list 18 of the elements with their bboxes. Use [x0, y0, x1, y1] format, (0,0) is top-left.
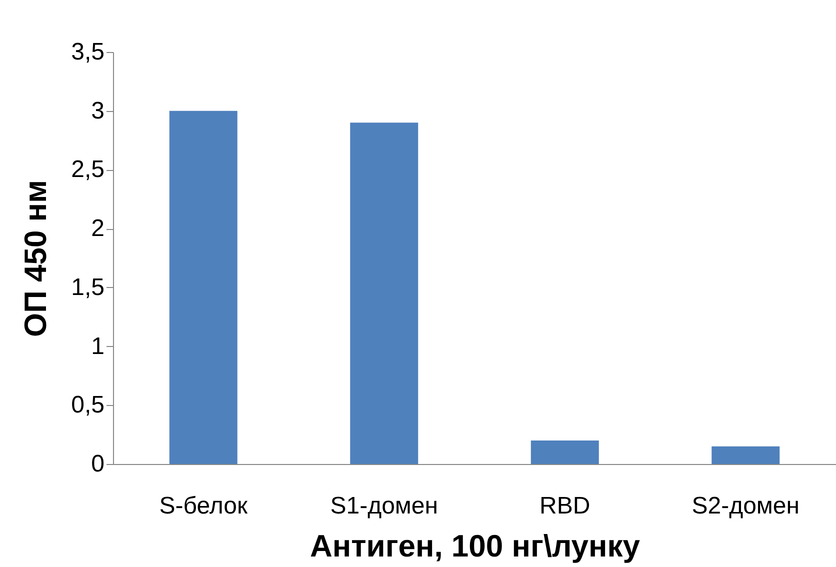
- y-axis-title: ОП 450 нм: [18, 180, 54, 337]
- bar: [712, 446, 780, 464]
- x-tick-label: S-белок: [159, 492, 248, 520]
- y-tick-label: 3: [91, 97, 104, 124]
- y-tick-label: 2: [91, 215, 104, 242]
- bar: [169, 110, 238, 464]
- x-tick-label: RBD: [540, 492, 590, 520]
- y-tick-label: 0: [91, 450, 104, 478]
- y-tick-label: 0,5: [71, 392, 104, 419]
- x-tick-label: S2-домен: [692, 492, 800, 520]
- bar: [350, 122, 418, 464]
- x-tick-label: S1-домен: [330, 492, 438, 520]
- y-tick-label: 3,5: [71, 38, 104, 66]
- x-axis-title: Антиген, 100 нг\лунку: [310, 528, 641, 564]
- y-tick-label: 2,5: [71, 156, 104, 184]
- y-tick-label: 1: [91, 332, 104, 360]
- y-tick-label: 1,5: [71, 274, 104, 301]
- bar: [530, 440, 599, 464]
